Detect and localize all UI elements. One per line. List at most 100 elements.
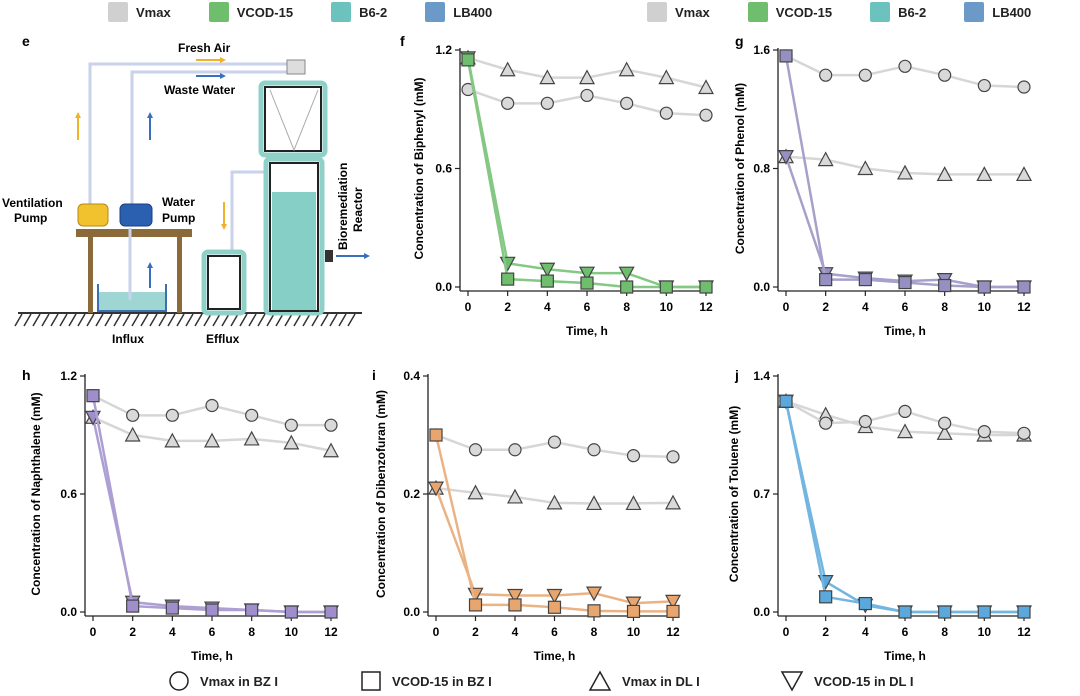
x-tick-label: 8 — [248, 625, 255, 639]
ground-hatch-line — [338, 313, 347, 327]
chart-panel-g: g 0.0 0.8 1.6 0 2 4 6 8 10 12 Time, h Concentration … — [733, 33, 1033, 338]
ground-hatch-line — [86, 313, 95, 327]
marker-circle — [1017, 80, 1031, 94]
x-tick-label: 6 — [551, 625, 558, 639]
marker-circle — [858, 68, 872, 82]
marker-triangle-up — [539, 69, 556, 85]
efflux-label: Efflux — [206, 332, 240, 346]
x-tick-label: 2 — [129, 625, 136, 639]
marker-triangle-down — [625, 596, 642, 612]
marker-square — [580, 276, 594, 290]
marker-triangle-up — [499, 61, 516, 77]
marker-circle — [508, 443, 522, 457]
air-down-arrowhead — [221, 224, 227, 230]
triangle-up-marker-icon — [588, 670, 612, 691]
marker-square — [858, 272, 872, 287]
x-tick-label: 12 — [666, 625, 680, 639]
marker-triangle-up — [467, 484, 484, 500]
marker-triangle-down — [546, 588, 563, 604]
x-axis-title: Time, h — [566, 324, 608, 338]
legend-label: VCOD-15 — [775, 4, 833, 20]
ground-hatch-line — [185, 313, 194, 327]
ground-hatch-line — [221, 313, 230, 327]
x-tick-label: 6 — [902, 625, 909, 639]
marker-circle — [501, 96, 515, 110]
x-tick-label: 0 — [90, 625, 97, 639]
marker-square — [587, 604, 601, 618]
legend-swatch-b62 — [870, 2, 891, 22]
ventilation-pump-label-line1: Ventilation — [2, 196, 63, 210]
ground-hatch-line — [293, 313, 302, 327]
reactor-upper-frame — [264, 86, 322, 152]
legend-label: LB400 — [992, 4, 1032, 20]
x-tick-label: 10 — [978, 625, 992, 639]
marker-circle — [580, 88, 594, 103]
marker-circle — [938, 416, 952, 430]
chart-panel-i: i 0.0 0.2 0.4 0 2 4 6 8 10 12 Time, h Concentration … — [372, 367, 682, 663]
legend-label: B6-2 — [359, 4, 388, 20]
legend-swatch-lb400 — [425, 2, 446, 22]
marker-triangle-up — [546, 494, 563, 510]
ground-hatch-line — [167, 313, 176, 327]
legend-item-vmax: Vmax — [647, 2, 710, 22]
ground-hatch — [14, 313, 356, 327]
x-tick-label: 12 — [699, 300, 713, 314]
legend-label: Vmax — [675, 4, 710, 20]
y-tick-label: 0.6 — [435, 162, 452, 176]
ground-hatch-line — [176, 313, 185, 327]
x-tick-label: 10 — [660, 300, 674, 314]
x-tick-label: 4 — [512, 625, 519, 639]
water-pump-label-line2: Pump — [162, 211, 195, 225]
marker-circle — [977, 78, 991, 93]
x-tick-label: 12 — [1017, 300, 1031, 314]
legend-item-vmax-bz: Vmax in BZ I — [168, 670, 278, 692]
pump-table-top — [76, 229, 192, 237]
marker-circle — [205, 398, 219, 413]
legend-item-vcod15: VCOD-15 — [208, 2, 294, 22]
legend-label: VCOD-15 in BZ I — [392, 673, 492, 689]
air-up-arrowhead — [75, 112, 81, 118]
marker-circle — [284, 418, 298, 432]
efflux-tank — [201, 249, 247, 316]
reactor-label-line2: Reactor — [351, 187, 365, 232]
triangle-down-marker-icon — [780, 671, 804, 692]
marker-triangle-up — [936, 425, 953, 440]
marker-square — [977, 605, 991, 619]
legend-item-lb400: LB400 — [964, 2, 1031, 22]
legend-swatch-vmax — [108, 2, 128, 22]
marker-square — [245, 603, 259, 617]
marker-triangle-down — [585, 586, 603, 602]
ventilation-pump-label-line2: Pump — [14, 211, 47, 225]
marker-circle — [620, 96, 634, 110]
legend-item-vcod15-dl: VCOD-15 in DL I — [780, 670, 913, 692]
ventilation-pump-icon — [77, 203, 109, 227]
air-pipe — [88, 62, 300, 206]
ground-hatch-line — [266, 313, 275, 327]
marker-circle — [626, 449, 641, 463]
ground-hatch-line — [59, 313, 68, 327]
marker-triangle-up — [896, 423, 914, 439]
x-tick-label: 12 — [324, 625, 338, 639]
panel-letter-f: f — [400, 33, 405, 49]
chart-panel-f: f 0.0 0.6 1.2 0 2 4 6 8 10 12 Time, h Concentration … — [400, 33, 715, 338]
marker-circle — [977, 425, 991, 439]
marker-triangle-down — [777, 150, 795, 165]
legend-label: B6-2 — [898, 4, 927, 20]
marker-triangle-up — [322, 442, 340, 458]
x-tick-label: 0 — [783, 625, 790, 639]
fresh-air-label: Fresh Air — [178, 41, 231, 55]
ground-hatch-line — [50, 313, 59, 327]
ground-hatch-line — [275, 313, 284, 327]
marker-triangle-up — [243, 430, 260, 446]
ground-hatch-line — [347, 313, 356, 327]
y-tick-label: 0.2 — [403, 487, 420, 501]
x-tick-label: 12 — [1017, 625, 1031, 639]
x-tick-label: 2 — [472, 625, 479, 639]
marker-triangle-down — [664, 594, 682, 610]
marker-triangle-down — [618, 266, 635, 282]
legend-label: VCOD-15 — [236, 4, 294, 20]
panel-letter-e: e — [22, 33, 30, 49]
x-tick-label: 8 — [623, 300, 630, 314]
legend-label: Vmax in DL I — [622, 673, 700, 689]
